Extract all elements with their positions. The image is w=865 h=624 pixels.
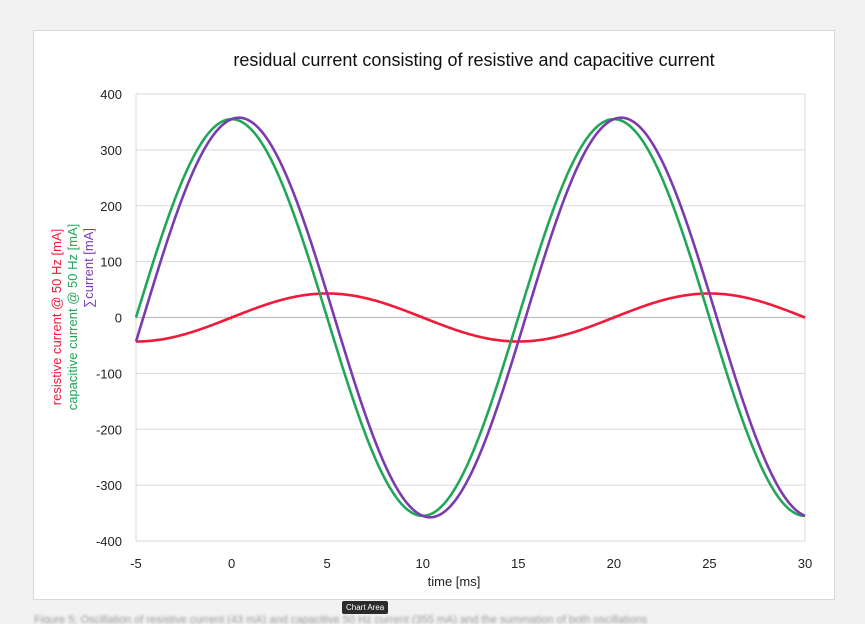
- y-tick-label: -100: [96, 366, 122, 381]
- series-line-resistive[interactable]: [135, 292, 806, 343]
- chart-area[interactable]: -400 -300 -200 -100 0 100 200 300 400 -5 0 5 10 15 20 2…: [33, 30, 835, 600]
- x-axis-title: time [ms]: [428, 574, 481, 589]
- line-chart: -400 -300 -200 -100 0 100 200 300 400 -5 0 5 10 15 20 2…: [49, 50, 812, 589]
- x-tick-label: 15: [511, 556, 525, 571]
- x-tick-label: 20: [607, 556, 621, 571]
- series-line-capacitive[interactable]: [134, 117, 806, 518]
- y-tick-label: 0: [115, 311, 122, 326]
- chart-title: residual current consisting of resistive…: [233, 50, 714, 70]
- y-axis-title-resistive: resistive current @ 50 Hz [mA]: [49, 229, 64, 405]
- series-line-sum[interactable]: [134, 116, 806, 519]
- chart-area-tooltip: Chart Area: [342, 601, 389, 614]
- x-tick-label: 30: [798, 556, 812, 571]
- y-tick-label: -400: [96, 534, 122, 549]
- y-tick-label: -200: [96, 422, 122, 437]
- x-tick-label: -5: [130, 556, 142, 571]
- y-axis-title-capacitive: capacitive current @ 50 Hz [mA]: [65, 224, 80, 411]
- x-tick-label: 5: [324, 556, 331, 571]
- x-tick-label: 10: [415, 556, 429, 571]
- y-tick-label: 200: [100, 199, 122, 214]
- x-tick-label: 25: [702, 556, 716, 571]
- y-tick-label: 300: [100, 143, 122, 158]
- figure-caption: Figure 5: Oscillation of resistive curre…: [34, 614, 648, 624]
- series-lines: [134, 116, 806, 519]
- tick-labels: -400 -300 -200 -100 0 100 200 300 400 -5 0 5 10 15 20 2…: [96, 87, 812, 571]
- y-tick-label: 100: [100, 255, 122, 270]
- x-tick-label: 0: [228, 556, 235, 571]
- y-tick-label: -300: [96, 478, 122, 493]
- y-tick-label: 400: [100, 87, 122, 102]
- y-axis-title-sum: ∑current [mA]: [81, 228, 96, 308]
- y-axis-title-group: resistive current @ 50 Hz [mA] capacitive…: [49, 224, 96, 411]
